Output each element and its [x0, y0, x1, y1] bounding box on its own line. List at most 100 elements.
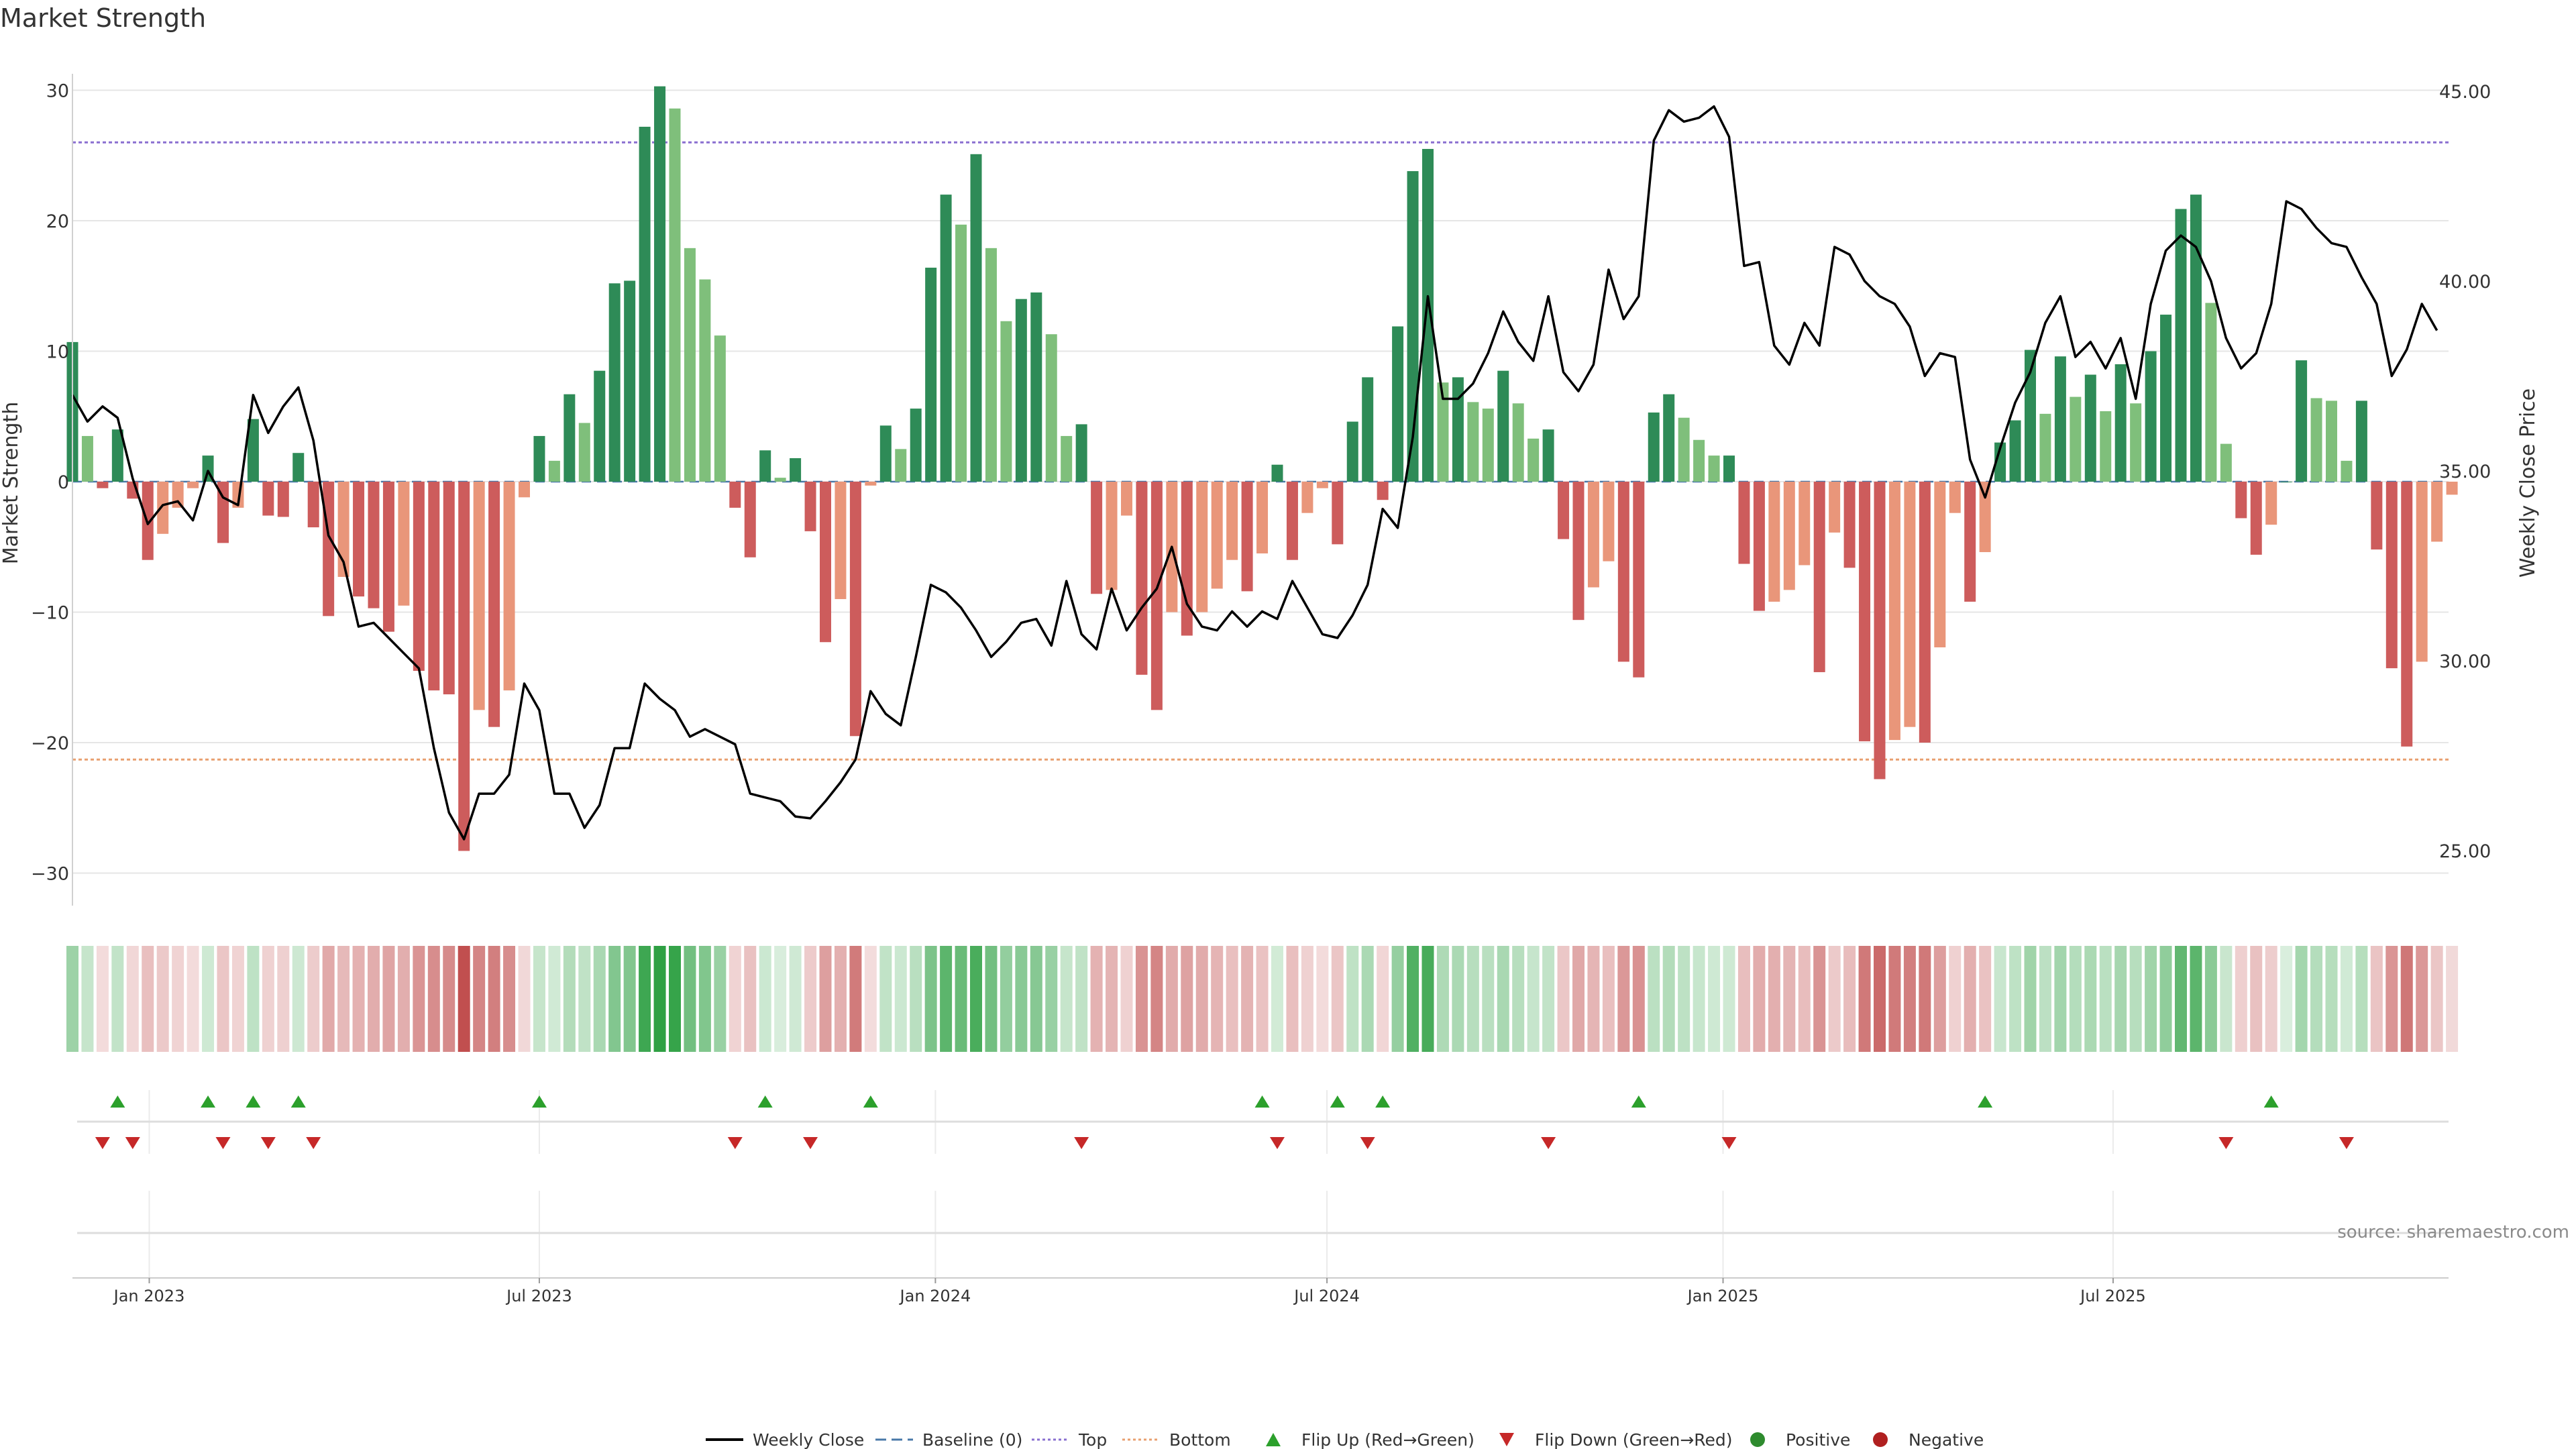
heat-strip-cell — [1407, 946, 1419, 1052]
heat-strip-cell — [1979, 946, 1992, 1052]
strength-bar — [1572, 482, 1585, 621]
heat-strip-cell — [639, 946, 651, 1052]
flip-up-marker — [246, 1095, 261, 1108]
heat-strip-cell — [156, 946, 169, 1052]
heat-strip-cell — [231, 946, 244, 1052]
strength-bar — [2039, 413, 2051, 482]
heat-strip-cell — [1150, 946, 1163, 1052]
strength-bar — [1994, 442, 2006, 482]
heat-strip-cell — [1436, 946, 1449, 1052]
strength-bar — [458, 482, 470, 851]
strength-bar — [2401, 482, 2413, 747]
strength-bar — [1452, 377, 1464, 482]
heat-strip-cell — [2385, 946, 2398, 1052]
strength-bar — [2341, 460, 2353, 482]
strength-bar — [1015, 299, 1027, 482]
strength-bar — [337, 482, 350, 577]
heat-strip-cell — [503, 946, 516, 1052]
heat-strip-cell — [2265, 946, 2277, 1052]
heat-strip-cell — [1181, 946, 1193, 1052]
heat-strip-cell — [1783, 946, 1796, 1052]
strength-bar — [323, 482, 335, 616]
strength-bar — [503, 482, 515, 691]
right-axis-title: Weekly Close Price — [2516, 388, 2540, 578]
left-axis-title: Market Strength — [0, 402, 23, 564]
strength-bar — [1617, 482, 1629, 662]
date-tick-label: Jul 2023 — [505, 1287, 572, 1305]
legend-item: Baseline (0) — [875, 1430, 1022, 1449]
strength-bar — [1121, 482, 1132, 516]
flip-up-marker — [2263, 1095, 2279, 1108]
heat-strip-cell — [2175, 946, 2187, 1052]
strength-bar — [1301, 482, 1313, 513]
strength-bar — [1000, 321, 1012, 482]
flip-down-marker — [95, 1137, 110, 1149]
heat-strip-cell — [548, 946, 561, 1052]
legend-label: Positive — [1786, 1430, 1850, 1449]
heat-strip-cell — [2129, 946, 2142, 1052]
strength-bar — [1648, 412, 1660, 482]
heat-strip-cell — [1316, 946, 1329, 1052]
strength-bar — [172, 482, 184, 508]
flip-up-marker — [757, 1095, 773, 1108]
heat-strip-cell — [1195, 946, 1208, 1052]
heat-strip-cell — [518, 946, 531, 1052]
strength-bar — [187, 482, 199, 488]
strength-bar — [2025, 350, 2036, 482]
strength-bar — [368, 482, 380, 608]
strength-bar — [910, 409, 922, 482]
heat-strip-cell — [96, 946, 109, 1052]
heat-strip-cell — [217, 946, 229, 1052]
heat-strip-cell — [1211, 946, 1224, 1052]
legend-item: Flip Up (Red→Green) — [1266, 1430, 1474, 1449]
strength-bar — [262, 482, 274, 516]
strength-bar — [97, 482, 109, 488]
strength-bar — [1150, 482, 1163, 710]
legend-label: Flip Down (Green→Red) — [1535, 1430, 1733, 1449]
heat-strip-cell — [2310, 946, 2323, 1052]
heat-strip-cell — [382, 946, 395, 1052]
strength-bar — [774, 478, 786, 482]
strength-bar — [1723, 455, 1735, 482]
strength-bar — [1286, 482, 1298, 560]
strength-bar — [940, 195, 952, 482]
strength-bar — [594, 370, 606, 482]
heat-strip-cell — [653, 946, 666, 1052]
heat-strip-cell — [1813, 946, 1826, 1052]
strength-bar — [654, 86, 666, 482]
heat-strip — [66, 946, 2459, 1052]
strength-bar — [1799, 482, 1811, 566]
heat-strip-cell — [759, 946, 771, 1052]
legend-label: Baseline (0) — [922, 1430, 1022, 1449]
strength-bar — [1377, 482, 1389, 500]
legend-item: Flip Down (Green→Red) — [1499, 1430, 1733, 1449]
strength-bar — [820, 482, 831, 643]
strength-bar — [533, 435, 545, 482]
strength-bar — [639, 126, 651, 482]
flip-up-marker — [1978, 1095, 1993, 1108]
strength-bar — [1392, 326, 1404, 482]
strength-bar — [1874, 482, 1886, 780]
strength-bar — [2100, 411, 2112, 482]
heat-strip-cell — [864, 946, 877, 1052]
flip-down-marker — [306, 1137, 321, 1149]
flip-down-marker — [1360, 1137, 1375, 1149]
heat-strip-cell — [1723, 946, 1735, 1052]
heat-strip-cell — [1421, 946, 1434, 1052]
strength-bar — [1708, 455, 1720, 482]
strength-bar — [2114, 364, 2127, 482]
flip-up-marker — [290, 1095, 306, 1108]
flip-up-marker — [110, 1095, 125, 1108]
strength-bar — [729, 482, 741, 508]
strength-bar — [443, 482, 455, 695]
left-tick-label: −10 — [31, 603, 69, 624]
heat-strip-cell — [1346, 946, 1359, 1052]
heat-strip-cell — [2430, 946, 2443, 1052]
heat-strip-cell — [849, 946, 862, 1052]
strength-bar — [970, 154, 982, 482]
heat-strip-cell — [1542, 946, 1555, 1052]
heat-strip-cell — [473, 946, 486, 1052]
strength-bar — [895, 449, 907, 482]
strength-bar — [2205, 303, 2217, 482]
heat-strip-cell — [1888, 946, 1901, 1052]
